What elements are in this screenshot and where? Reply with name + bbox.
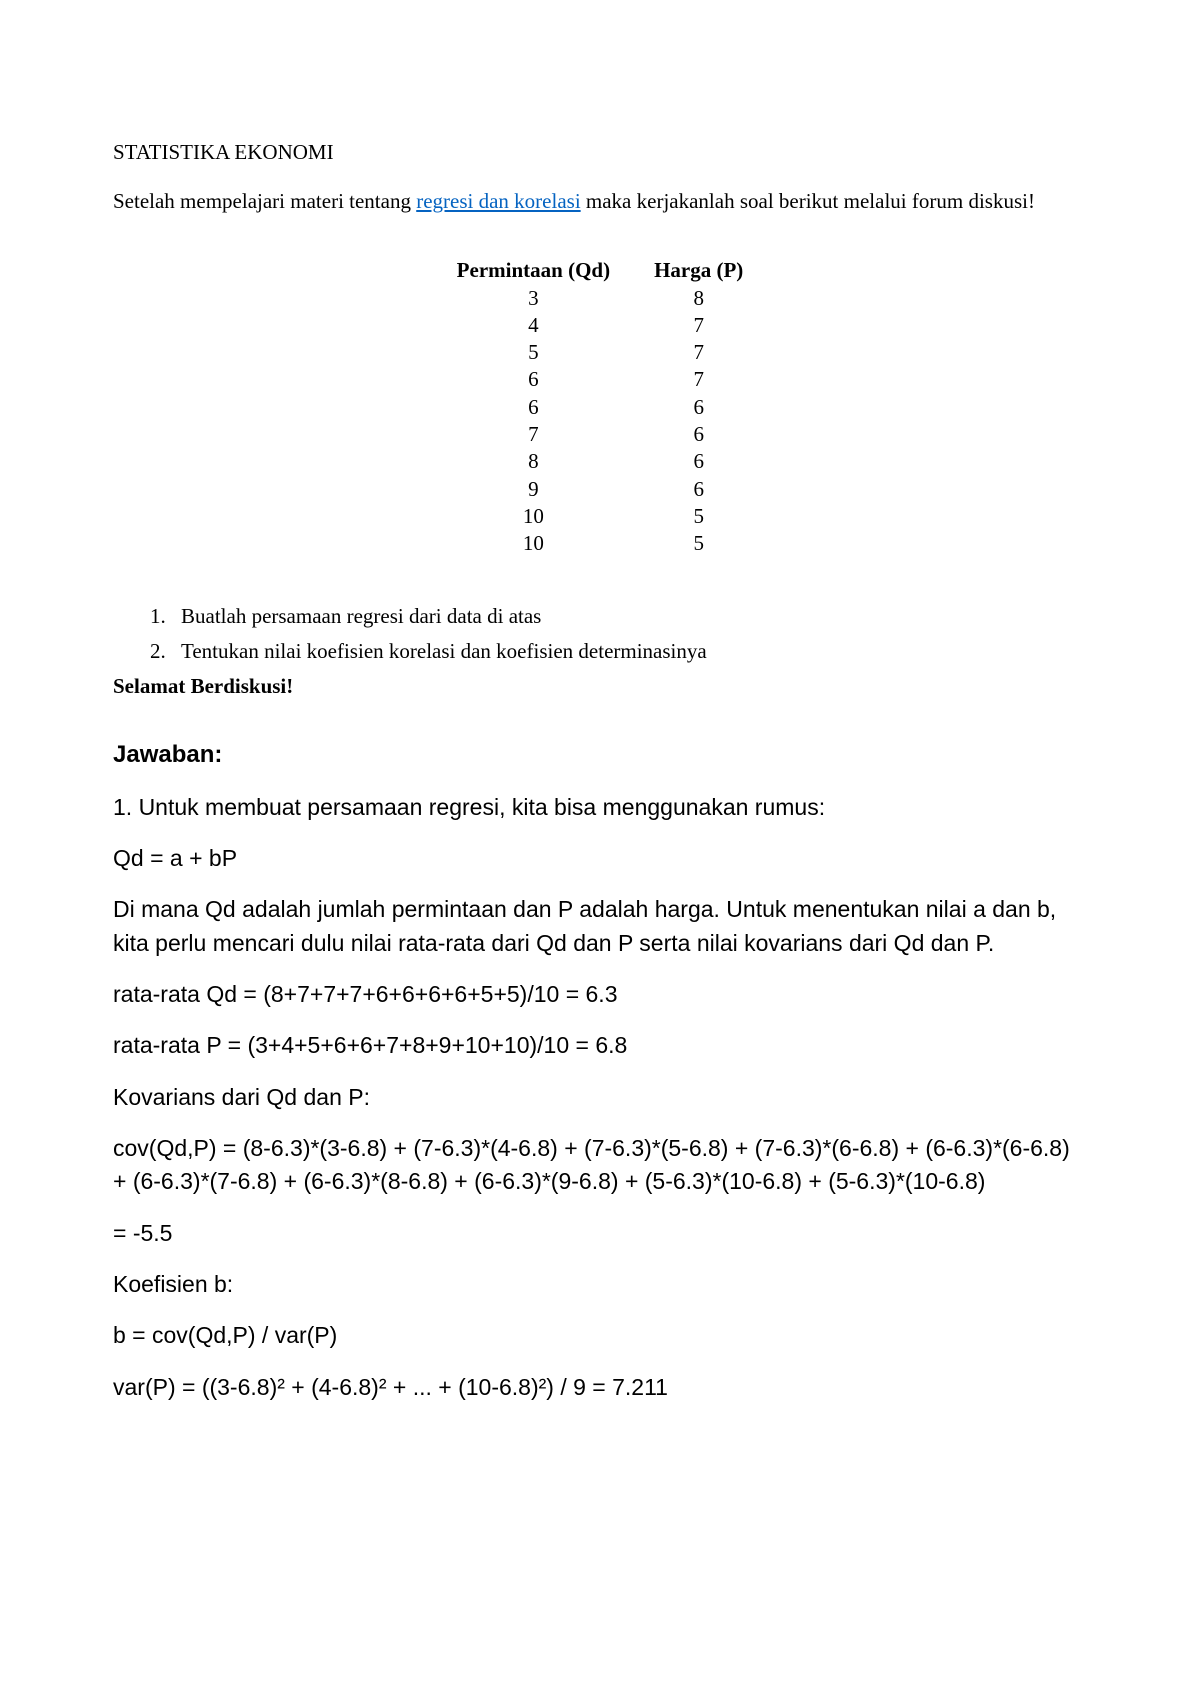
cell-qd: 5 xyxy=(435,339,632,366)
answer-line: Kovarians dari Qd dan P: xyxy=(113,1081,1087,1114)
cell-qd: 6 xyxy=(435,366,632,393)
col-header-qd: Permintaan (Qd) xyxy=(435,258,632,285)
cell-p: 7 xyxy=(632,312,765,339)
answer-line: cov(Qd,P) = (8-6.3)*(3-6.8) + (7-6.3)*(4… xyxy=(113,1132,1087,1199)
page-title: STATISTIKA EKONOMI xyxy=(113,140,1087,165)
cell-qd: 6 xyxy=(435,394,632,421)
answer-line: b = cov(Qd,P) / var(P) xyxy=(113,1319,1087,1352)
table-row: 47 xyxy=(435,312,766,339)
intro-text-after: maka kerjakanlah soal berikut melalui fo… xyxy=(581,189,1035,213)
answer-line: rata-rata P = (3+4+5+6+6+7+8+9+10+10)/10… xyxy=(113,1029,1087,1062)
cell-p: 6 xyxy=(632,476,765,503)
table-row: 67 xyxy=(435,366,766,393)
cell-qd: 3 xyxy=(435,285,632,312)
intro-paragraph: Setelah mempelajari materi tentang regre… xyxy=(113,185,1087,218)
answer-line: rata-rata Qd = (8+7+7+7+6+6+6+6+5+5)/10 … xyxy=(113,978,1087,1011)
cell-qd: 10 xyxy=(435,530,632,557)
answer-line: Qd = a + bP xyxy=(113,842,1087,875)
table-row: 96 xyxy=(435,476,766,503)
answer-line: var(P) = ((3-6.8)² + (4-6.8)² + ... + (1… xyxy=(113,1371,1087,1404)
task-item: Buatlah persamaan regresi dari data di a… xyxy=(171,604,1087,629)
intro-text-before: Setelah mempelajari materi tentang xyxy=(113,189,416,213)
data-table-body: 38 47 57 67 66 76 86 96 105 105 xyxy=(435,285,766,558)
data-table-wrap: Permintaan (Qd) Harga (P) 38 47 57 67 66… xyxy=(113,258,1087,558)
table-row: 38 xyxy=(435,285,766,312)
table-row: 66 xyxy=(435,394,766,421)
table-row: 105 xyxy=(435,530,766,557)
table-row: 105 xyxy=(435,503,766,530)
col-header-p: Harga (P) xyxy=(632,258,765,285)
cell-qd: 4 xyxy=(435,312,632,339)
cell-qd: 10 xyxy=(435,503,632,530)
closing-line: Selamat Berdiskusi! xyxy=(113,674,1087,699)
cell-qd: 7 xyxy=(435,421,632,448)
cell-p: 6 xyxy=(632,394,765,421)
answer-heading: Jawaban: xyxy=(113,741,1087,769)
answer-line: Di mana Qd adalah jumlah permintaan dan … xyxy=(113,893,1087,960)
cell-p: 8 xyxy=(632,285,765,312)
cell-p: 6 xyxy=(632,421,765,448)
cell-qd: 8 xyxy=(435,448,632,475)
cell-p: 5 xyxy=(632,530,765,557)
answer-line: = -5.5 xyxy=(113,1217,1087,1250)
task-item: Tentukan nilai koefisien korelasi dan ko… xyxy=(171,639,1087,664)
answer-line: Koefisien b: xyxy=(113,1268,1087,1301)
cell-p: 7 xyxy=(632,366,765,393)
table-row: 57 xyxy=(435,339,766,366)
answer-line: 1. Untuk membuat persamaan regresi, kita… xyxy=(113,791,1087,824)
task-list: Buatlah persamaan regresi dari data di a… xyxy=(113,604,1087,664)
document-page: STATISTIKA EKONOMI Setelah mempelajari m… xyxy=(0,0,1200,1698)
cell-p: 7 xyxy=(632,339,765,366)
table-row: 76 xyxy=(435,421,766,448)
regression-link[interactable]: regresi dan korelasi xyxy=(416,189,580,213)
answer-body: 1. Untuk membuat persamaan regresi, kita… xyxy=(113,791,1087,1404)
data-table: Permintaan (Qd) Harga (P) 38 47 57 67 66… xyxy=(435,258,766,558)
table-row: 86 xyxy=(435,448,766,475)
cell-p: 5 xyxy=(632,503,765,530)
cell-p: 6 xyxy=(632,448,765,475)
cell-qd: 9 xyxy=(435,476,632,503)
